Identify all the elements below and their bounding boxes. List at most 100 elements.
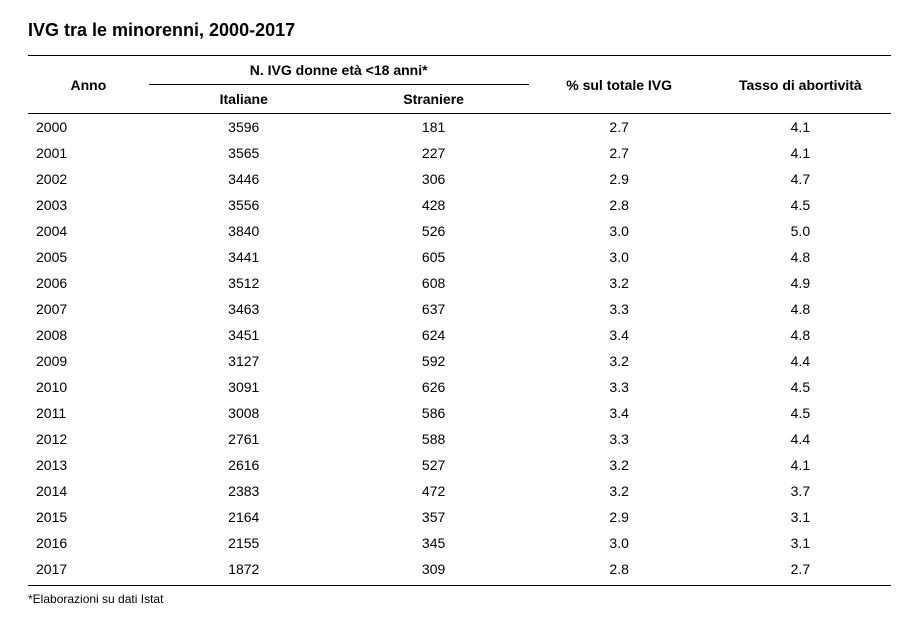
- cell-pct: 2.8: [529, 192, 710, 218]
- cell-pct: 3.4: [529, 322, 710, 348]
- table-body: 200035961812.74.1200135652272.74.1200234…: [28, 114, 891, 586]
- cell-pct: 3.4: [529, 400, 710, 426]
- cell-pct: 3.0: [529, 218, 710, 244]
- cell-straniere: 608: [339, 270, 529, 296]
- cell-tasso: 4.9: [710, 270, 891, 296]
- cell-straniere: 428: [339, 192, 529, 218]
- cell-anno: 2015: [28, 504, 149, 530]
- cell-straniere: 472: [339, 478, 529, 504]
- cell-anno: 2016: [28, 530, 149, 556]
- table-row: 201030916263.34.5: [28, 374, 891, 400]
- cell-italiane: 3441: [149, 244, 339, 270]
- cell-italiane: 3840: [149, 218, 339, 244]
- col-header-pct: % sul totale IVG: [529, 56, 710, 114]
- cell-tasso: 4.1: [710, 114, 891, 141]
- table-row: 200534416053.04.8: [28, 244, 891, 270]
- cell-straniere: 527: [339, 452, 529, 478]
- cell-tasso: 4.8: [710, 322, 891, 348]
- cell-pct: 2.8: [529, 556, 710, 586]
- cell-anno: 2014: [28, 478, 149, 504]
- cell-tasso: 4.4: [710, 426, 891, 452]
- table-row: 200335564282.84.5: [28, 192, 891, 218]
- cell-anno: 2007: [28, 296, 149, 322]
- table-row: 201326165273.24.1: [28, 452, 891, 478]
- cell-anno: 2011: [28, 400, 149, 426]
- table-row: 200035961812.74.1: [28, 114, 891, 141]
- cell-anno: 2010: [28, 374, 149, 400]
- cell-tasso: 3.7: [710, 478, 891, 504]
- cell-straniere: 357: [339, 504, 529, 530]
- cell-tasso: 4.5: [710, 374, 891, 400]
- cell-straniere: 592: [339, 348, 529, 374]
- table-footnote: *Elaborazioni su dati Istat: [28, 592, 891, 606]
- col-header-group: N. IVG donne età <18 anni*: [149, 56, 529, 85]
- table-row: 200438405263.05.0: [28, 218, 891, 244]
- cell-pct: 3.2: [529, 452, 710, 478]
- cell-pct: 3.2: [529, 270, 710, 296]
- cell-tasso: 4.5: [710, 192, 891, 218]
- col-subheader-italiane: Italiane: [149, 85, 339, 114]
- cell-straniere: 227: [339, 140, 529, 166]
- cell-pct: 3.3: [529, 296, 710, 322]
- cell-pct: 3.3: [529, 426, 710, 452]
- cell-tasso: 2.7: [710, 556, 891, 586]
- cell-tasso: 4.5: [710, 400, 891, 426]
- cell-anno: 2013: [28, 452, 149, 478]
- cell-anno: 2002: [28, 166, 149, 192]
- table-row: 200234463062.94.7: [28, 166, 891, 192]
- cell-italiane: 2761: [149, 426, 339, 452]
- cell-tasso: 4.7: [710, 166, 891, 192]
- cell-italiane: 3127: [149, 348, 339, 374]
- cell-tasso: 5.0: [710, 218, 891, 244]
- table-row: 200635126083.24.9: [28, 270, 891, 296]
- table-header: Anno N. IVG donne età <18 anni* % sul to…: [28, 56, 891, 114]
- cell-pct: 2.7: [529, 114, 710, 141]
- cell-tasso: 4.8: [710, 244, 891, 270]
- cell-straniere: 526: [339, 218, 529, 244]
- cell-tasso: 4.1: [710, 140, 891, 166]
- table-row: 200931275923.24.4: [28, 348, 891, 374]
- cell-straniere: 605: [339, 244, 529, 270]
- cell-pct: 2.9: [529, 504, 710, 530]
- cell-anno: 2001: [28, 140, 149, 166]
- table-row: 201423834723.23.7: [28, 478, 891, 504]
- cell-italiane: 3556: [149, 192, 339, 218]
- cell-italiane: 3463: [149, 296, 339, 322]
- cell-italiane: 2155: [149, 530, 339, 556]
- cell-anno: 2008: [28, 322, 149, 348]
- cell-anno: 2005: [28, 244, 149, 270]
- cell-italiane: 3008: [149, 400, 339, 426]
- table-row: 200834516243.44.8: [28, 322, 891, 348]
- cell-italiane: 2383: [149, 478, 339, 504]
- cell-italiane: 2164: [149, 504, 339, 530]
- cell-straniere: 588: [339, 426, 529, 452]
- cell-anno: 2003: [28, 192, 149, 218]
- cell-anno: 2009: [28, 348, 149, 374]
- cell-anno: 2000: [28, 114, 149, 141]
- cell-italiane: 2616: [149, 452, 339, 478]
- cell-italiane: 3446: [149, 166, 339, 192]
- cell-anno: 2004: [28, 218, 149, 244]
- cell-pct: 3.0: [529, 530, 710, 556]
- table-row: 201521643572.93.1: [28, 504, 891, 530]
- cell-pct: 3.3: [529, 374, 710, 400]
- table-row: 200734636373.34.8: [28, 296, 891, 322]
- cell-straniere: 306: [339, 166, 529, 192]
- cell-italiane: 3596: [149, 114, 339, 141]
- cell-italiane: 1872: [149, 556, 339, 586]
- cell-tasso: 4.4: [710, 348, 891, 374]
- col-header-anno: Anno: [28, 56, 149, 114]
- cell-pct: 3.2: [529, 348, 710, 374]
- table-row: 201227615883.34.4: [28, 426, 891, 452]
- cell-tasso: 3.1: [710, 530, 891, 556]
- cell-anno: 2017: [28, 556, 149, 586]
- cell-tasso: 4.1: [710, 452, 891, 478]
- col-subheader-straniere: Straniere: [339, 85, 529, 114]
- cell-italiane: 3512: [149, 270, 339, 296]
- cell-pct: 2.9: [529, 166, 710, 192]
- cell-italiane: 3091: [149, 374, 339, 400]
- table-row: 201130085863.44.5: [28, 400, 891, 426]
- cell-straniere: 624: [339, 322, 529, 348]
- cell-straniere: 345: [339, 530, 529, 556]
- cell-straniere: 309: [339, 556, 529, 586]
